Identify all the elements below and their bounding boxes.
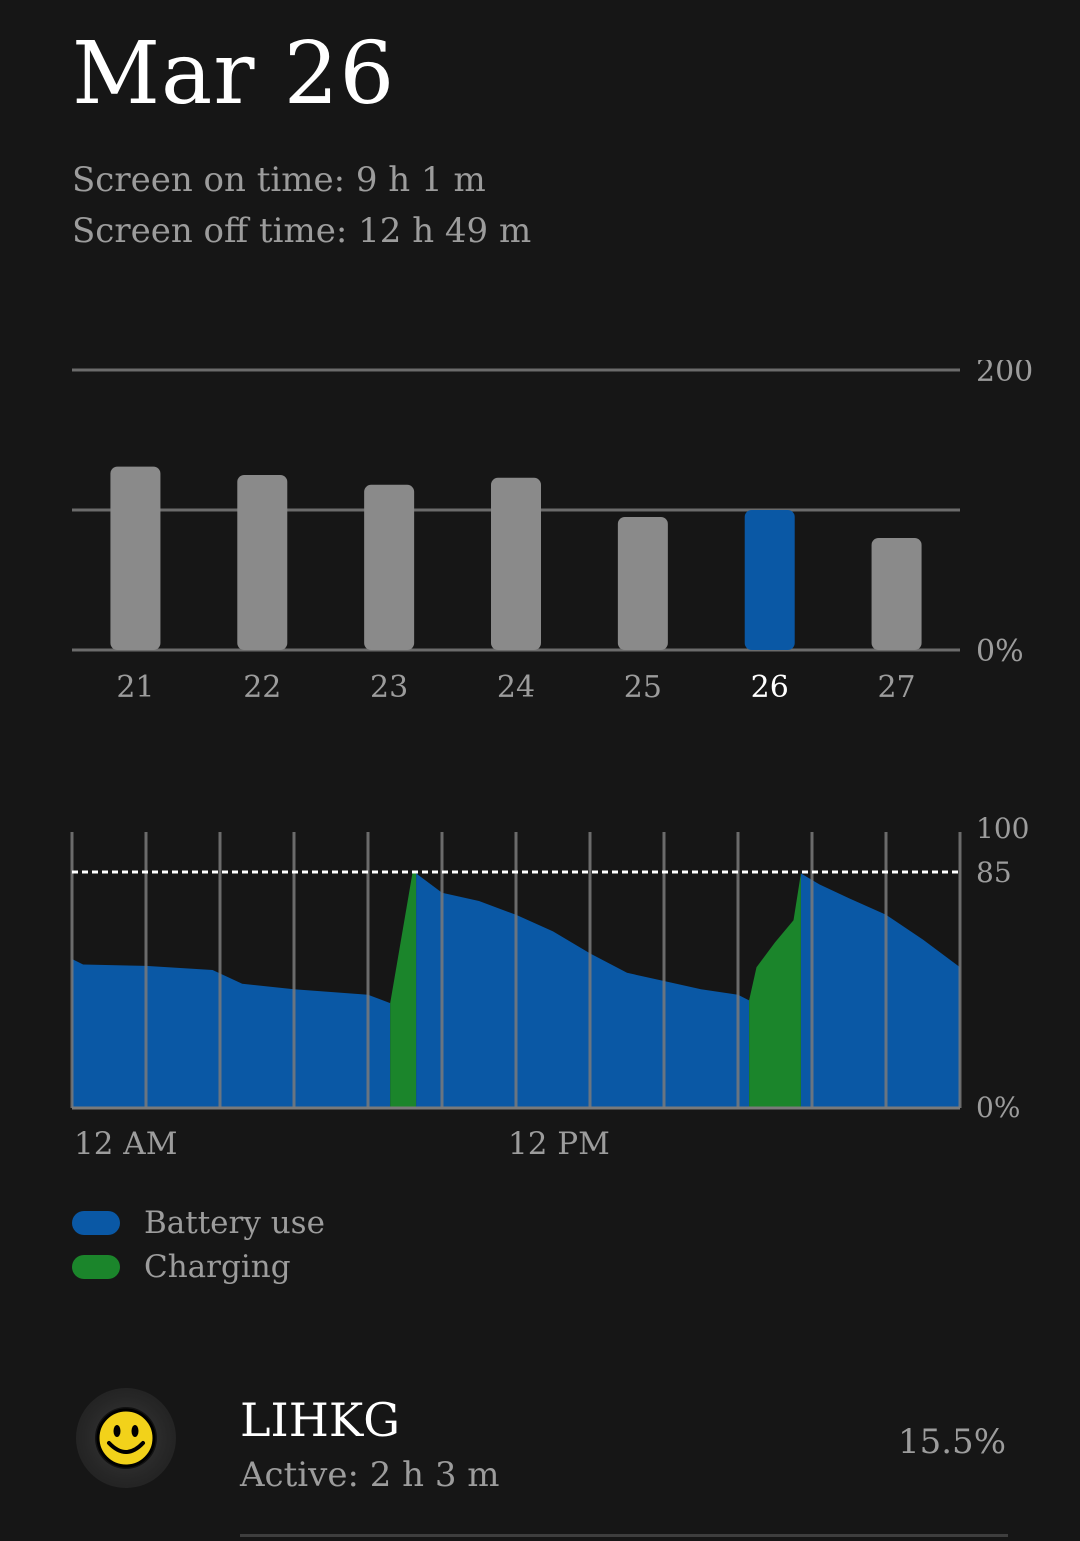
- area-y-tick-85: 85: [976, 856, 1012, 889]
- bar-label-24[interactable]: 24: [497, 670, 535, 700]
- legend-label-charging: Charging: [144, 1249, 291, 1285]
- area-vertical-gridlines: [70, 832, 962, 1108]
- legend-label-battery-use: Battery use: [144, 1205, 325, 1241]
- bar-day-27[interactable]: [871, 538, 922, 650]
- bar-day-21[interactable]: [110, 466, 161, 650]
- bar-day-25[interactable]: [617, 517, 668, 650]
- app-usage-percent: 15.5%: [897, 1422, 1006, 1462]
- bar-label-22[interactable]: 22: [243, 670, 281, 700]
- lihkg-app-icon: [76, 1388, 176, 1488]
- battery-use-area-2: [416, 873, 750, 1108]
- bar-label-27[interactable]: 27: [877, 670, 915, 700]
- bar-day-24[interactable]: [491, 477, 541, 650]
- bar-y-tick-top: 200: [976, 360, 1033, 389]
- battery-use-area-1: [72, 959, 391, 1108]
- area-x-tick-12pm: 12 PM: [508, 1126, 610, 1162]
- area-y-tick-0: 0%: [976, 1091, 1020, 1124]
- app-name: LIHKG: [240, 1393, 400, 1447]
- charging-area-1: [390, 873, 417, 1108]
- bar-y-tick-bottom: 0%: [976, 634, 1024, 669]
- area-segments: [72, 873, 960, 1108]
- bar-day-23[interactable]: [364, 484, 415, 650]
- area-y-tick-100: 100: [976, 812, 1029, 845]
- divider: [240, 1534, 1008, 1537]
- bar-label-23[interactable]: 23: [370, 670, 408, 700]
- battery-level-area-chart[interactable]: 100 85 0% 12 AM 12 PM: [0, 810, 1080, 1170]
- battery-use-area-3: [800, 873, 960, 1108]
- smiley-face-icon: [95, 1407, 157, 1469]
- battery-use-swatch: [72, 1211, 120, 1235]
- screen-off-time: Screen off time: 12 h 49 m: [72, 211, 532, 251]
- daily-usage-bar-chart[interactable]: 200 0% 21 22 23 24 25 26 27: [0, 360, 1080, 700]
- bars-group: [110, 466, 922, 650]
- app-active-time: Active: 2 h 3 m: [240, 1455, 500, 1495]
- charging-swatch: [72, 1255, 120, 1279]
- bar-labels-group: 21 22 23 24 25 26 27: [116, 670, 915, 700]
- area-x-tick-12am: 12 AM: [74, 1126, 177, 1162]
- bar-label-25[interactable]: 25: [624, 670, 662, 700]
- bar-day-22[interactable]: [237, 475, 288, 650]
- app-usage-row[interactable]: LIHKG Active: 2 h 3 m 15.5%: [0, 1380, 1080, 1541]
- bar-label-26[interactable]: 26: [751, 670, 789, 700]
- charging-area-2: [749, 873, 801, 1108]
- page-title: Mar 26: [72, 24, 396, 124]
- bar-label-21[interactable]: 21: [116, 670, 154, 700]
- bar-day-26[interactable]: [744, 510, 795, 650]
- screen-on-time: Screen on time: 9 h 1 m: [72, 160, 486, 200]
